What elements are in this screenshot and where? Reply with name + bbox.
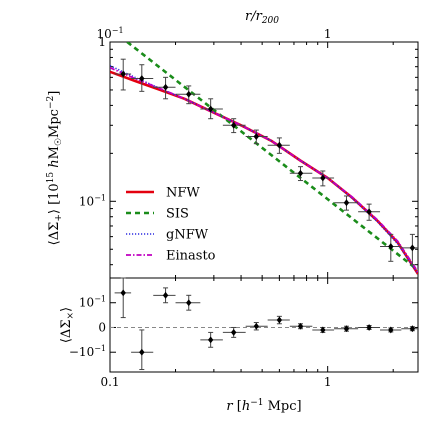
shear-point — [388, 243, 394, 250]
curve-gnfw — [110, 64, 418, 275]
shear-point — [207, 105, 214, 113]
legend-label-gnfw: gNFW — [166, 228, 209, 243]
cross-shear-point — [276, 316, 283, 324]
x-tick-label: 0.1 — [100, 375, 119, 389]
main-y-tick-label: 1 — [98, 35, 106, 49]
cross-shear-point — [388, 326, 394, 334]
cross-shear-point — [139, 348, 145, 356]
legend-label-einasto: Einasto — [166, 249, 216, 264]
legend: NFW SIS gNFW Einasto — [126, 186, 216, 264]
cross-shear-point — [186, 299, 192, 307]
shear-point — [409, 244, 416, 252]
residual-y-tick-label: 0 — [98, 320, 106, 334]
cross-shear-point — [120, 289, 126, 297]
main-y-tick-label: 10−1 — [79, 193, 106, 208]
x-axis-label: r [h−1 Mpc] — [226, 398, 301, 414]
top-axis-tick-label: 10−1 — [96, 26, 123, 41]
residual-y-tick-label: −10−1 — [69, 344, 106, 359]
model-curves — [110, 42, 418, 275]
curve-sis — [126, 42, 418, 272]
cross-shear-point — [409, 325, 416, 333]
shear-point — [253, 133, 260, 140]
shear-point — [162, 83, 169, 91]
x-tick-label: 1 — [324, 375, 332, 389]
legend-label-sis: SIS — [166, 207, 189, 222]
curve-einasto — [110, 66, 418, 273]
cross-shear-point — [366, 324, 372, 331]
shear-point — [297, 169, 304, 177]
cross-shear-point — [253, 322, 260, 330]
cross-shear-point — [297, 322, 304, 330]
curve-nfw — [110, 70, 418, 275]
residual-panel-frame — [109, 277, 419, 373]
shear-point — [120, 70, 126, 78]
cross-shear-point — [230, 329, 237, 336]
cross-shear-point — [162, 291, 169, 299]
cross-shear-point — [207, 336, 214, 344]
main-panel-frame — [109, 41, 419, 279]
main-panel-ylabel: ⟨ΔΣ+⟩ [1015 hM☉Mpc−2] — [46, 91, 64, 246]
shear-point — [320, 174, 326, 182]
top-axis-tick-label: 1 — [324, 27, 332, 41]
shear-point — [230, 121, 237, 129]
shear-point — [366, 208, 372, 216]
shear-point — [186, 90, 192, 98]
residual-panel-ylabel: ⟨ΔΣ×⟩ — [59, 307, 76, 343]
shear-point — [276, 141, 283, 149]
shear-point — [139, 75, 145, 82]
cross-shear-point — [343, 325, 350, 333]
cross-shear-point — [320, 326, 326, 334]
shear-data-points — [114, 58, 418, 266]
shear-point — [343, 199, 350, 207]
residual-y-tick-label: 10−1 — [79, 295, 106, 310]
cross-shear-data-points — [114, 277, 418, 371]
legend-label-nfw: NFW — [166, 186, 200, 201]
top-axis-label: r/r200 — [245, 9, 279, 26]
